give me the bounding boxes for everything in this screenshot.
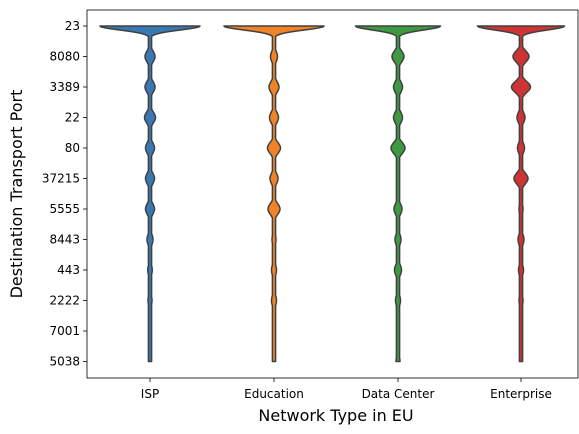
y-tick-label: 80 (65, 141, 80, 155)
y-tick-label: 3389 (49, 80, 80, 94)
y-tick-label: 7001 (49, 324, 80, 338)
violin-education (223, 25, 325, 363)
violin-layer (99, 25, 566, 363)
y-tick-label: 443 (57, 263, 80, 277)
x-tick-label: Data Center (362, 387, 435, 401)
violin-isp (99, 25, 201, 363)
x-tick-label: Enterprise (490, 387, 552, 401)
x-tick-label: Education (244, 387, 304, 401)
y-tick-label: 2222 (49, 294, 80, 308)
y-axis-title: Destination Transport Port (7, 90, 26, 299)
x-tick-label: ISP (141, 387, 159, 401)
y-tick-label: 8443 (49, 233, 80, 247)
y-tick-label: 37215 (42, 172, 80, 186)
y-tick-label: 8080 (49, 50, 80, 64)
y-tick-label: 23 (65, 19, 80, 33)
y-tick-label: 5555 (49, 202, 80, 216)
plot-frame (86, 9, 579, 379)
x-axis-title: Network Type in EU (258, 406, 413, 425)
y-axis: 23 8080 3389 22 80 37215 5555 8443 443 2222 7001 50… (42, 19, 87, 369)
violin-data-center (354, 25, 442, 363)
y-tick-label: 22 (65, 111, 80, 125)
violin-enterprise (476, 25, 566, 363)
y-tick-label: 5038 (49, 355, 80, 369)
x-axis: ISP Education Data Center Enterprise (141, 378, 552, 401)
